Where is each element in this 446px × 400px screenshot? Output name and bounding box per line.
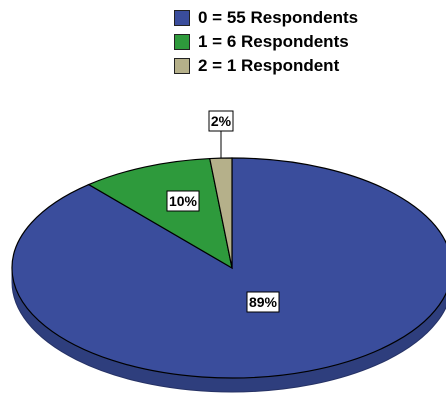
legend-item-2: 2 = 1 Respondent [174, 54, 358, 78]
slice-1 [87, 157, 233, 270]
data-label-box-2 [208, 110, 234, 132]
slice-2 [209, 157, 233, 269]
legend-swatch-0 [174, 10, 190, 26]
data-label-box-0 [246, 291, 280, 313]
legend-label-1: 1 = 6 Respondents [198, 32, 349, 51]
legend-swatch-2 [174, 58, 190, 74]
data-label-1: 10% [169, 193, 198, 209]
legend-item-0: 0 = 55 Respondents [174, 6, 358, 30]
legend-swatch-1 [174, 34, 190, 50]
slice-0 [11, 157, 446, 379]
data-label-box-1 [166, 190, 200, 212]
legend: 0 = 55 Respondents 1 = 6 Respondents 2 =… [174, 6, 358, 78]
legend-item-1: 1 = 6 Respondents [174, 30, 358, 54]
legend-label-0: 0 = 55 Respondents [198, 8, 359, 27]
legend-label-2: 2 = 1 Respondent [198, 56, 340, 75]
data-label-2: 2% [211, 113, 232, 129]
data-label-0: 89% [249, 294, 278, 310]
